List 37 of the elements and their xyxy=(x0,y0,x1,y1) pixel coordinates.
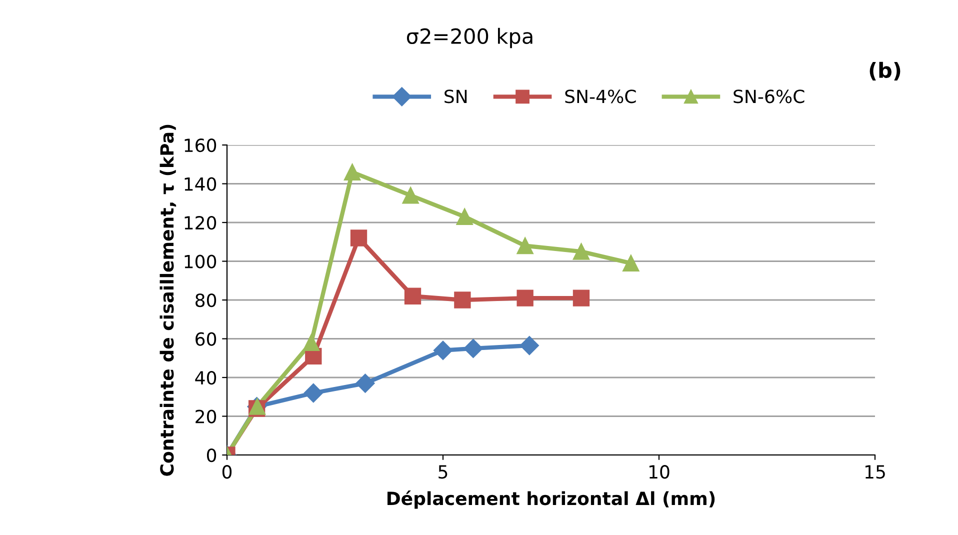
legend-label: SN-4%C xyxy=(565,90,636,104)
point xyxy=(572,243,590,260)
point xyxy=(302,334,320,351)
point xyxy=(464,338,483,358)
x-tick-label: 0 xyxy=(222,465,232,479)
x-axis-title: Déplacement horizontal Δl (mm) xyxy=(388,490,715,509)
y-axis-title: Contrainte de cisaillement, τ (kPa) xyxy=(160,124,176,476)
chart-title: σ2=200 kpa xyxy=(406,28,532,48)
y-tick-label: 140 xyxy=(184,177,216,191)
point xyxy=(350,230,368,246)
point xyxy=(622,254,640,272)
x-tick-label: 10 xyxy=(649,465,670,479)
point xyxy=(572,290,590,306)
y-tick-label: 160 xyxy=(184,138,216,152)
y-tick-label: 60 xyxy=(196,332,216,346)
y-tick-label: 40 xyxy=(195,370,216,385)
y-tick-label: 80 xyxy=(196,293,216,308)
point xyxy=(456,208,473,226)
point xyxy=(356,374,375,393)
x-tick-label: 5 xyxy=(438,465,448,479)
text: (b) xyxy=(870,62,900,80)
point xyxy=(402,187,419,204)
point xyxy=(516,290,534,306)
point xyxy=(520,336,539,356)
y-tick-label: 20 xyxy=(196,410,216,424)
x-tick-label: 15 xyxy=(865,465,885,479)
y-tick-label: 0 xyxy=(206,448,216,462)
point xyxy=(344,164,361,180)
point xyxy=(404,288,422,304)
legend-label: SN-6%C xyxy=(734,90,804,104)
point xyxy=(516,237,534,254)
point xyxy=(454,292,471,308)
point xyxy=(433,340,453,360)
point xyxy=(304,383,323,403)
y-tick-label: 100 xyxy=(184,254,216,268)
legend-label: SN xyxy=(444,90,467,104)
y-tick-label: 120 xyxy=(184,216,216,230)
